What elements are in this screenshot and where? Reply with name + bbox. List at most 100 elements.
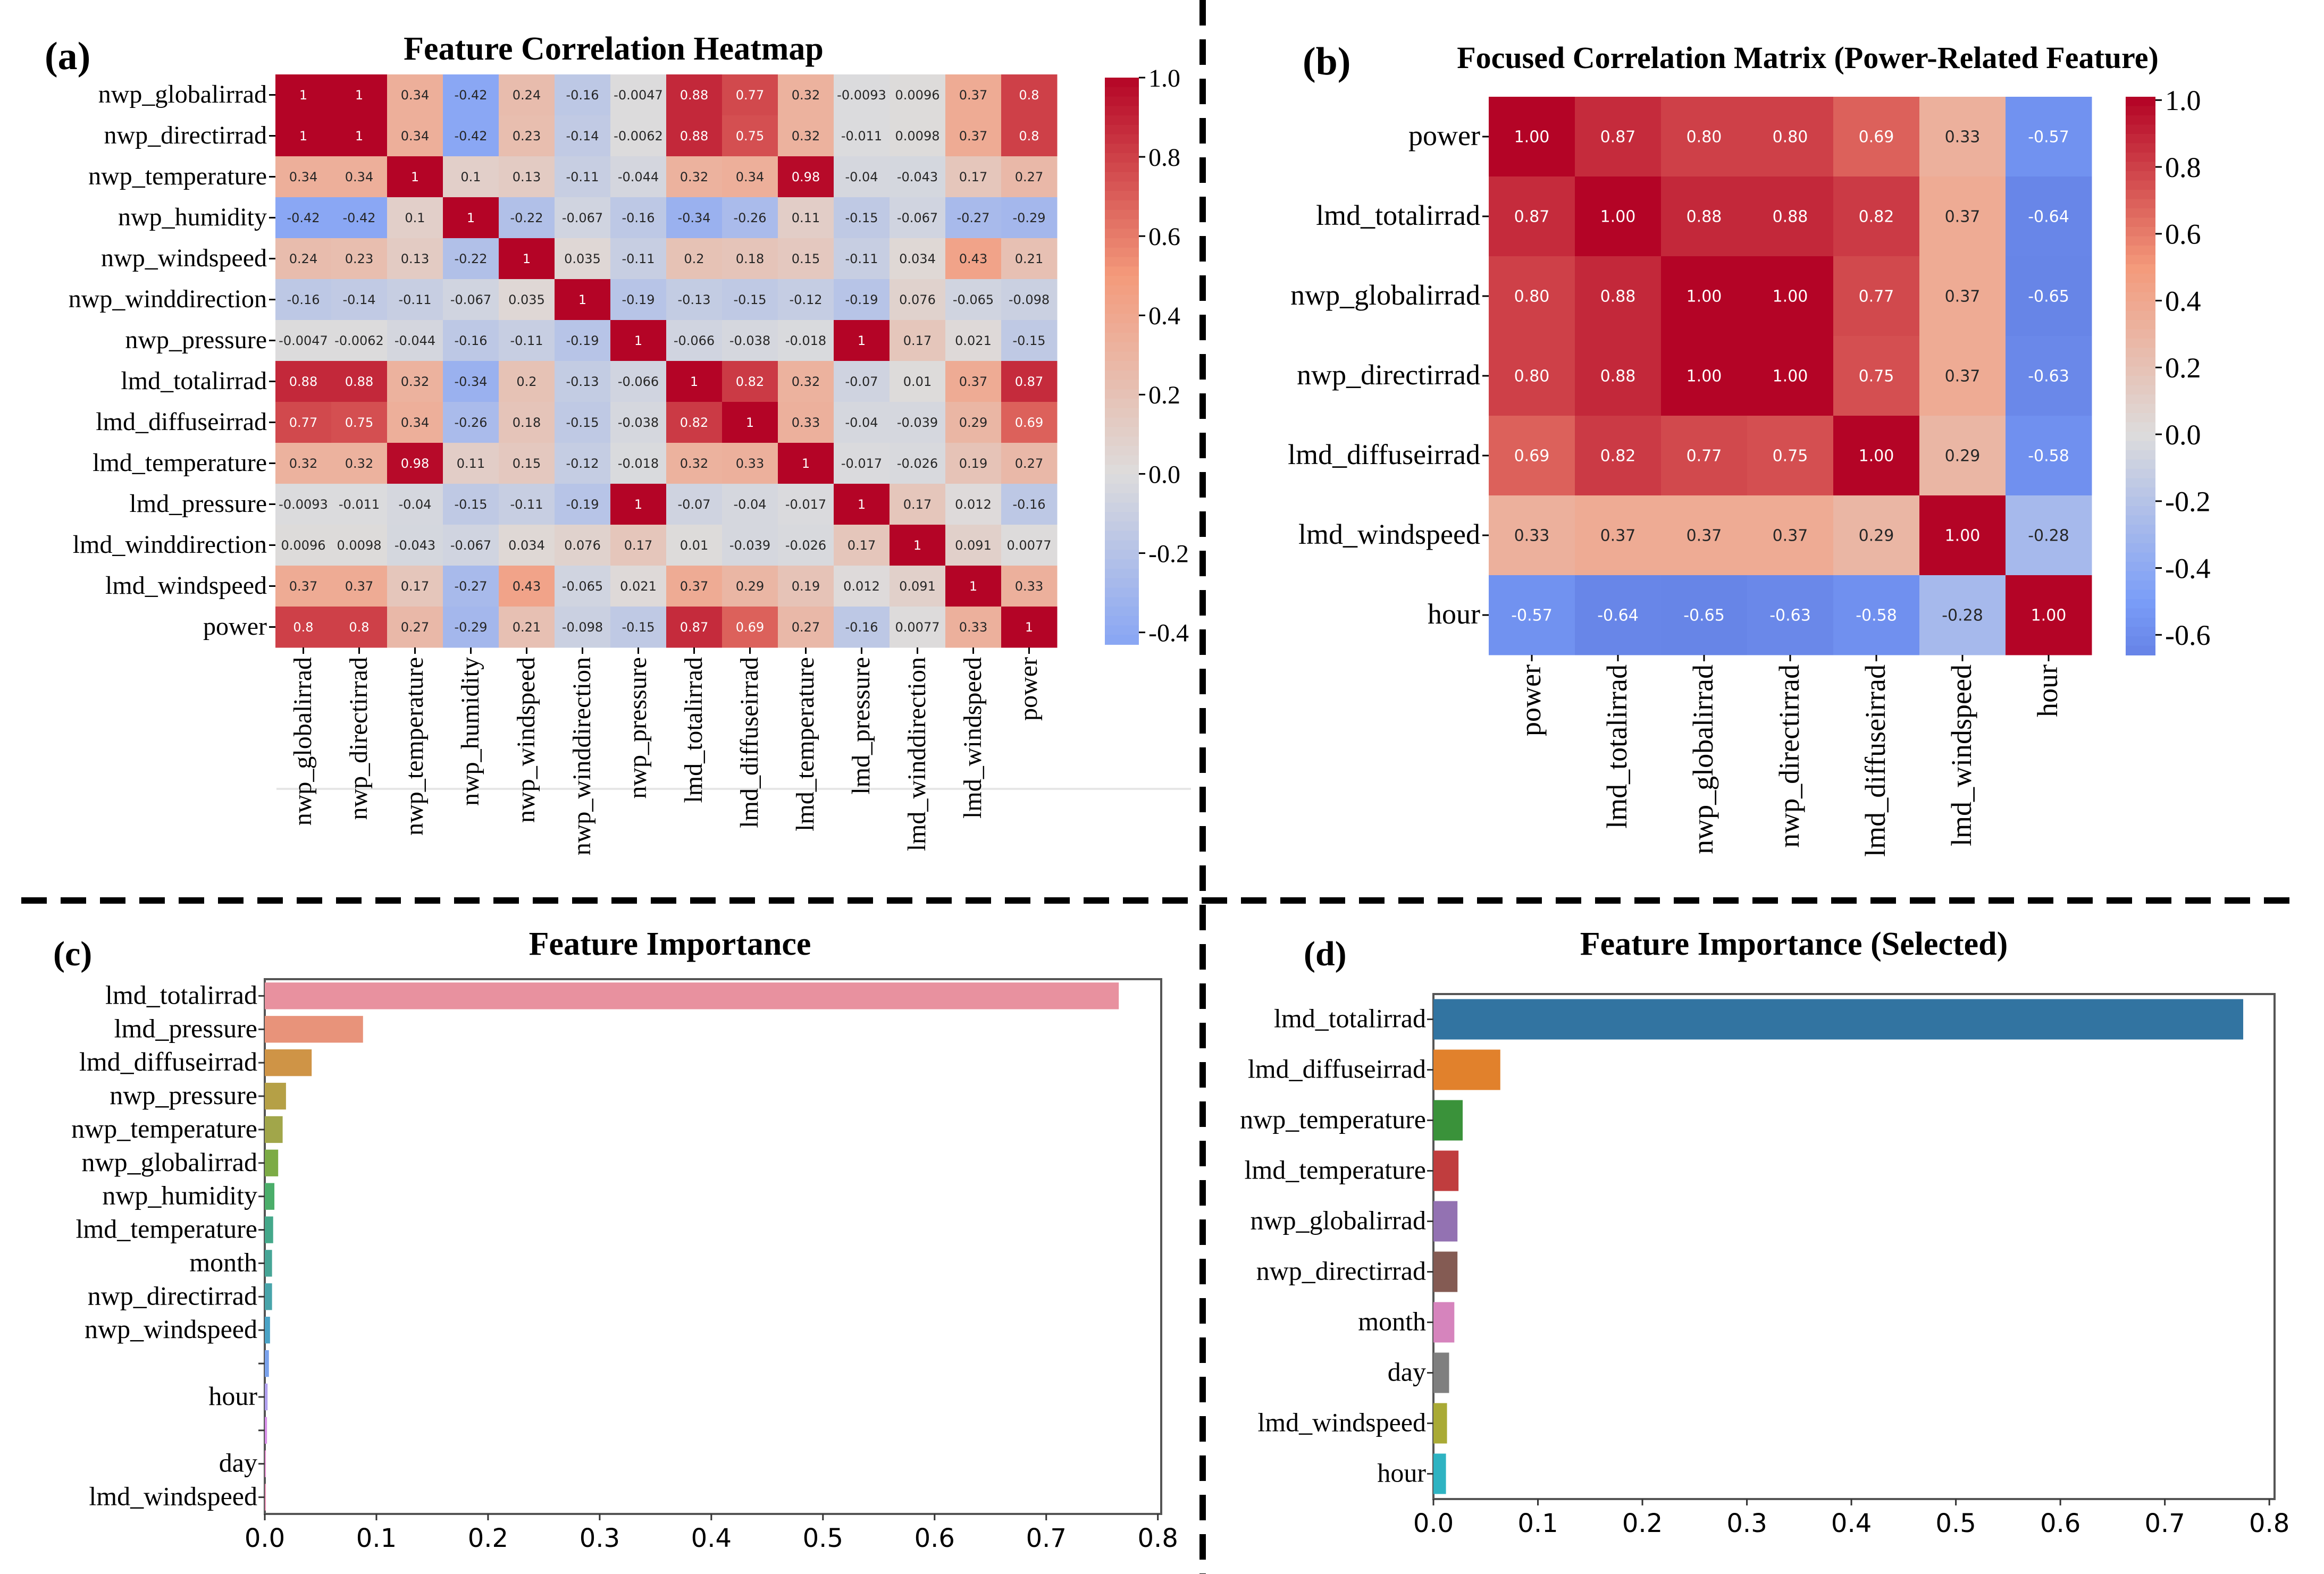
heatmap-cell bbox=[945, 525, 1002, 566]
cell-value-label: 0.88 bbox=[680, 129, 708, 144]
colorbar-segment bbox=[2126, 552, 2155, 562]
heatmap-cell bbox=[1919, 416, 2006, 496]
heatmap-cell bbox=[2006, 416, 2092, 496]
cell-value-label: -0.13 bbox=[677, 292, 710, 307]
heatmap-cell bbox=[1833, 256, 1920, 336]
cell-value-label: -0.57 bbox=[1511, 607, 1553, 625]
cell-value-label: -0.42 bbox=[454, 88, 487, 103]
cell-value-label: 0.98 bbox=[792, 170, 820, 184]
heatmap-cell bbox=[555, 484, 611, 525]
colorbar-segment bbox=[2126, 171, 2155, 181]
cell-value-label: 0.88 bbox=[1687, 208, 1722, 226]
bar bbox=[265, 1250, 272, 1277]
heatmap-cell bbox=[443, 320, 499, 361]
bar bbox=[265, 1317, 270, 1344]
cell-value-label: 1 bbox=[858, 333, 866, 348]
cell-value-label: 0.82 bbox=[1600, 447, 1636, 466]
heatmap-cell bbox=[1661, 575, 1748, 655]
heatmap-cell bbox=[275, 607, 332, 648]
chart-title: Feature Correlation Heatmap bbox=[404, 31, 824, 67]
cell-value-label: 0.69 bbox=[1015, 415, 1043, 430]
cell-value-label: 0.021 bbox=[955, 333, 992, 348]
heatmap-cell bbox=[499, 443, 555, 484]
heatmap-cell bbox=[555, 525, 611, 566]
heatmap-cell bbox=[1661, 495, 1748, 576]
cell-value-label: -0.65 bbox=[1683, 607, 1725, 625]
cell-value-label: 0.82 bbox=[1859, 208, 1894, 226]
colorbar-segment bbox=[1105, 399, 1139, 409]
colorbar-segment bbox=[2126, 627, 2155, 637]
heatmap-cell bbox=[834, 115, 890, 157]
heatmap-cell bbox=[666, 115, 723, 157]
cell-value-label: -0.12 bbox=[566, 456, 599, 471]
heatmap-cell bbox=[666, 74, 723, 116]
colorbar-tick-label: -0.6 bbox=[2165, 619, 2210, 651]
colorbar-segment bbox=[2126, 608, 2155, 618]
heatmap-cell bbox=[778, 361, 834, 402]
heatmap-cell bbox=[1001, 566, 1058, 607]
cell-value-label: 0.17 bbox=[624, 538, 652, 553]
cell-value-label: -0.018 bbox=[618, 456, 659, 471]
heatmap-cell bbox=[387, 484, 443, 525]
heatmap-cell bbox=[722, 402, 778, 443]
heatmap-cell bbox=[778, 607, 834, 648]
heatmap-cell bbox=[443, 361, 499, 402]
cell-value-label: -0.0047 bbox=[614, 88, 663, 103]
cell-value-label: 0.87 bbox=[680, 620, 708, 635]
heatmap-cell bbox=[834, 320, 890, 361]
cell-value-label: 0.8 bbox=[1019, 129, 1039, 144]
colorbar-segment bbox=[2126, 227, 2155, 237]
heatmap-cell bbox=[1001, 402, 1058, 443]
heatmap-cell bbox=[890, 279, 946, 321]
colorbar-segment bbox=[2126, 217, 2155, 228]
row-label: power bbox=[1408, 120, 1480, 151]
colorbar-tick-label: 0.8 bbox=[2165, 151, 2201, 183]
cell-value-label: -0.12 bbox=[789, 292, 822, 307]
cell-value-label: -0.34 bbox=[677, 211, 710, 225]
heatmap-cell bbox=[1001, 525, 1058, 566]
cell-value-label: -0.63 bbox=[2028, 367, 2069, 386]
heatmap-cell bbox=[1919, 176, 2006, 257]
cell-value-label: -0.11 bbox=[510, 333, 543, 348]
heatmap-cell bbox=[275, 443, 332, 484]
heatmap-cell bbox=[610, 197, 667, 239]
heatmap-cell bbox=[1575, 256, 1662, 336]
cell-value-label: -0.07 bbox=[845, 374, 878, 389]
heatmap-cell bbox=[1661, 336, 1748, 416]
colorbar-segment bbox=[2126, 180, 2155, 190]
heatmap-cell bbox=[890, 197, 946, 239]
cell-value-label: 0.8 bbox=[349, 620, 369, 635]
cell-value-label: -0.038 bbox=[729, 333, 770, 348]
colorbar-segment bbox=[1105, 78, 1139, 88]
cell-value-label: 0.17 bbox=[848, 538, 876, 553]
colorbar-segment bbox=[1105, 361, 1139, 371]
category-label: lmd_temperature bbox=[1244, 1155, 1426, 1185]
colorbar-segment bbox=[1105, 408, 1139, 418]
cell-value-label: 0.88 bbox=[345, 374, 373, 389]
colorbar-tick-label: 0.6 bbox=[1148, 223, 1180, 251]
category-label: lmd_temperature bbox=[75, 1214, 257, 1244]
colorbar-segment bbox=[1105, 229, 1139, 239]
heatmap-cell bbox=[610, 115, 667, 157]
colorbar-segment bbox=[1105, 219, 1139, 230]
colorbar-segment bbox=[1105, 540, 1139, 551]
colorbar-segment bbox=[1105, 531, 1139, 541]
heatmap-cell bbox=[890, 115, 946, 157]
x-tick-label: 0.2 bbox=[468, 1524, 508, 1553]
cell-value-label: -0.018 bbox=[785, 333, 826, 348]
colorbar-segment bbox=[2126, 199, 2155, 209]
x-tick-label: 0.8 bbox=[1138, 1524, 1178, 1553]
colorbar-segment bbox=[2126, 106, 2155, 116]
colorbar-segment bbox=[1105, 247, 1139, 258]
column-label: nwp_windspeed bbox=[512, 657, 540, 823]
heatmap-cell bbox=[666, 156, 723, 198]
cell-value-label: 1 bbox=[299, 129, 307, 144]
heatmap-cell bbox=[499, 74, 555, 116]
cell-value-label: 0.37 bbox=[680, 579, 708, 594]
colorbar-segment bbox=[2126, 506, 2155, 516]
cell-value-label: 0.18 bbox=[736, 251, 764, 266]
cell-value-label: 0.8 bbox=[293, 620, 313, 635]
heatmap-cell bbox=[722, 484, 778, 525]
cell-value-label: -0.11 bbox=[622, 251, 655, 266]
cell-value-label: -0.65 bbox=[2028, 288, 2069, 306]
